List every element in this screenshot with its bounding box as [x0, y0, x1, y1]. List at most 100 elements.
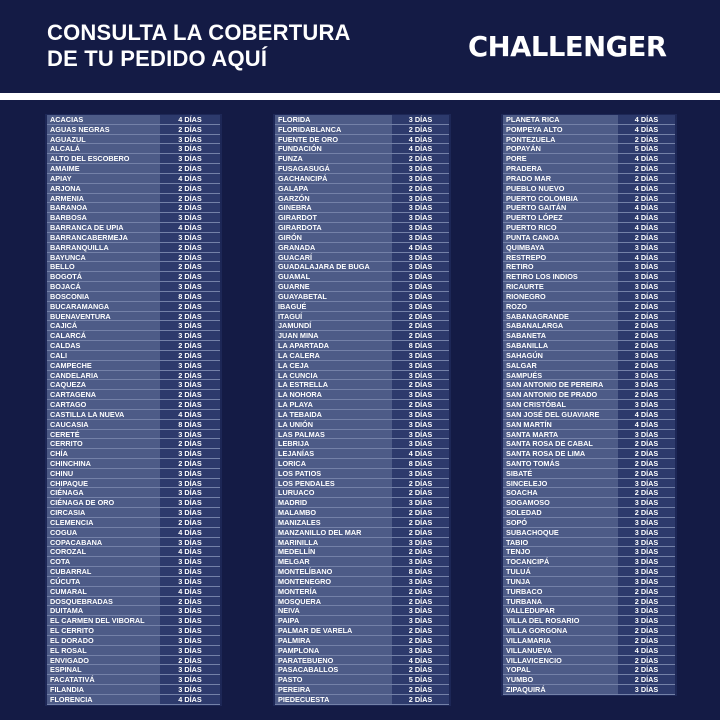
city-name: PALMIRA	[275, 635, 392, 645]
table-row: SOPÓ 3 DÍAS	[503, 517, 675, 528]
city-name: FUENTE DE ORO	[275, 134, 392, 144]
table-row: SUBACHOQUE 3 DÍAS	[503, 527, 675, 538]
delivery-days: 8 DÍAS	[392, 458, 449, 468]
city-name: ESPINAL	[47, 665, 160, 675]
city-name: SABANETA	[503, 331, 618, 341]
delivery-days: 4 DÍAS	[392, 655, 449, 664]
delivery-days: 2 DÍAS	[392, 154, 449, 163]
city-name: LEJANÍAS	[275, 449, 392, 458]
delivery-days: 3 DÍAS	[392, 203, 449, 212]
city-name: CERETÉ	[47, 429, 160, 439]
table-row: SAN ANTONIO DE PRADO 2 DÍAS	[503, 390, 675, 401]
delivery-days: 3 DÍAS	[392, 390, 449, 399]
city-name: APIAY	[47, 173, 160, 183]
title-line-1: CONSULTA LA COBERTURA	[47, 20, 351, 45]
coverage-table-column-1: ACACIAS 4 DÍAS AGUAS NEGRAS 2 DÍAS AGUAZUL 3 …	[45, 114, 222, 706]
city-name: RETIRO	[503, 262, 618, 272]
table-row: TABIO 3 DÍAS	[503, 537, 675, 548]
table-row: PUERTO LÓPEZ 4 DÍAS	[503, 213, 675, 224]
delivery-days: 3 DÍAS	[392, 232, 449, 242]
delivery-days: 3 DÍAS	[392, 557, 449, 566]
table-row: COGUA 4 DÍAS	[47, 527, 220, 538]
city-name: PAIPA	[275, 616, 392, 626]
table-row: CIÉNAGA 3 DÍAS	[47, 488, 220, 499]
table-row: GIRARDOTA 3 DÍAS	[275, 223, 449, 233]
table-row: ARJONA 2 DÍAS	[47, 183, 220, 194]
city-name: CANDELARIA	[47, 370, 160, 380]
delivery-days: 2 DÍAS	[392, 596, 449, 605]
table-row: GUADALAJARA DE BUGA 3 DÍAS	[275, 262, 449, 273]
table-row: RICAURTE 3 DÍAS	[503, 282, 675, 292]
city-name: CALDAS	[47, 341, 160, 350]
city-name: CUMARAL	[47, 586, 160, 596]
delivery-days: 3 DÍAS	[392, 606, 449, 615]
city-name: MEDELLÍN	[275, 547, 392, 557]
delivery-days: 2 DÍAS	[618, 193, 675, 203]
city-name: SALGAR	[503, 360, 618, 370]
delivery-days: 8 DÍAS	[160, 291, 220, 301]
delivery-days: 3 DÍAS	[392, 193, 449, 203]
city-name: CERRITO	[47, 439, 160, 449]
city-name: GIRÓN	[275, 232, 392, 242]
delivery-days: 2 DÍAS	[392, 586, 449, 596]
delivery-days: 3 DÍAS	[160, 488, 220, 497]
table-row: LA TEBAIDA 3 DÍAS	[275, 409, 449, 420]
city-name: COPACABANA	[47, 537, 160, 547]
delivery-days: 2 DÍAS	[618, 655, 675, 664]
delivery-days: 2 DÍAS	[160, 203, 220, 212]
city-name: PRADO MAR	[503, 173, 618, 183]
table-row: MONTELÍBANO 8 DÍAS	[275, 567, 449, 577]
table-row: MONTERÍA 2 DÍAS	[275, 586, 449, 597]
city-name: LORICA	[275, 458, 392, 468]
delivery-days: 2 DÍAS	[618, 331, 675, 340]
table-row: DOSQUEBRADAS 2 DÍAS	[47, 596, 220, 607]
city-name: RIONEGRO	[503, 291, 618, 301]
table-row: GIRARDOT 3 DÍAS	[275, 213, 449, 224]
city-name: BOGOTÁ	[47, 272, 160, 282]
table-row: PASTO 5 DÍAS	[275, 675, 449, 686]
table-row: CUBARRAL 3 DÍAS	[47, 567, 220, 577]
city-name: TOCANCIPÁ	[503, 557, 618, 567]
table-row: PUERTO COLOMBIA 2 DÍAS	[503, 193, 675, 204]
table-row: VILLANUEVA 4 DÍAS	[503, 645, 675, 656]
delivery-days: 5 DÍAS	[392, 675, 449, 684]
city-name: ARMENIA	[47, 193, 160, 203]
table-row: TENJO 3 DÍAS	[503, 547, 675, 558]
city-name: PIEDECUESTA	[275, 694, 392, 704]
table-row: CASTILLA LA NUEVA 4 DÍAS	[47, 409, 220, 420]
city-name: SAN JOSÉ DEL GUAVIARE	[503, 409, 618, 419]
city-name: PUEBLO NUEVO	[503, 183, 618, 193]
delivery-days: 3 DÍAS	[618, 498, 675, 507]
table-row: GRANADA 4 DÍAS	[275, 242, 449, 253]
city-name: SABANALARGA	[503, 321, 618, 331]
city-name: CHINU	[47, 468, 160, 478]
table-row: CUMARAL 4 DÍAS	[47, 586, 220, 597]
table-row: ACACIAS 4 DÍAS	[47, 115, 220, 125]
city-name: COGUA	[47, 527, 160, 537]
delivery-days: 3 DÍAS	[618, 429, 675, 438]
table-row: FACATATIVÁ 3 DÍAS	[47, 675, 220, 686]
city-name: PARATEBUENO	[275, 655, 392, 665]
delivery-days: 3 DÍAS	[618, 272, 675, 281]
city-name: PUERTO LÓPEZ	[503, 213, 618, 223]
delivery-days: 2 DÍAS	[160, 301, 220, 311]
delivery-days: 2 DÍAS	[618, 390, 675, 399]
city-name: TABIO	[503, 537, 618, 547]
city-name: ROZO	[503, 301, 618, 311]
delivery-days: 3 DÍAS	[618, 685, 675, 694]
table-row: CARTAGO 2 DÍAS	[47, 400, 220, 410]
city-name: MONTENEGRO	[275, 576, 392, 586]
city-name: PUERTO GAITÁN	[503, 203, 618, 213]
delivery-days: 2 DÍAS	[618, 301, 675, 311]
city-name: CLEMENCIA	[47, 517, 160, 527]
delivery-days: 3 DÍAS	[160, 360, 220, 370]
city-name: MANZANILLO DEL MAR	[275, 527, 392, 537]
table-row: BARRANCA DE UPIA 4 DÍAS	[47, 223, 220, 233]
city-name: AMAIME	[47, 164, 160, 173]
delivery-days: 2 DÍAS	[392, 331, 449, 340]
table-row: LA CEJA 3 DÍAS	[275, 360, 449, 371]
table-row: BARANOA 2 DÍAS	[47, 203, 220, 214]
page-title: CONSULTA LA COBERTURA DE TU PEDIDO AQUÍ	[47, 20, 351, 72]
delivery-days: 3 DÍAS	[160, 154, 220, 163]
table-row: GARZÓN 3 DÍAS	[275, 193, 449, 204]
